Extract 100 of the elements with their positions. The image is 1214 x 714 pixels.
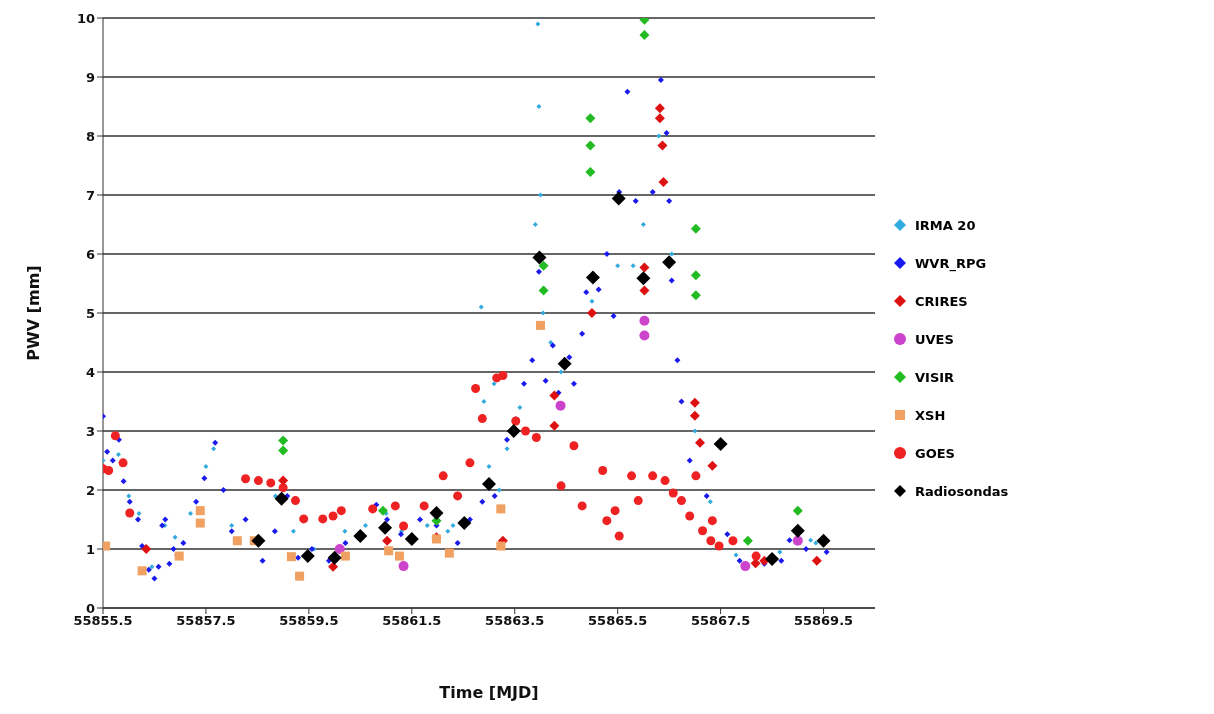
point <box>457 516 472 531</box>
point <box>471 384 481 394</box>
y-tick-label: 1 <box>85 541 95 557</box>
point <box>251 533 266 548</box>
point <box>482 477 496 492</box>
point <box>689 397 700 408</box>
y-tick-label: 4 <box>85 364 95 380</box>
point <box>558 369 564 375</box>
point <box>394 551 404 561</box>
point <box>272 493 278 499</box>
point <box>557 356 572 371</box>
point <box>639 262 650 273</box>
point <box>549 390 560 401</box>
point <box>707 516 717 526</box>
point <box>300 549 315 564</box>
point <box>706 536 716 546</box>
point <box>110 431 120 441</box>
y-tick-label: 7 <box>85 187 95 203</box>
point <box>654 103 665 114</box>
point <box>104 466 114 476</box>
point <box>342 528 348 534</box>
point <box>657 140 668 151</box>
y-tick-label: 0 <box>85 600 95 616</box>
point <box>521 426 531 436</box>
point <box>585 166 596 177</box>
point <box>318 514 328 524</box>
point <box>698 526 708 536</box>
point <box>569 441 579 451</box>
point <box>689 410 700 421</box>
point <box>816 533 831 548</box>
point <box>274 491 289 506</box>
point <box>444 548 454 558</box>
point <box>450 522 456 528</box>
point <box>633 496 643 506</box>
point <box>172 534 178 540</box>
point <box>286 552 296 562</box>
point <box>707 499 713 505</box>
point <box>136 511 142 517</box>
point <box>714 541 724 551</box>
point <box>813 540 819 546</box>
x-tick-label: 55855.5 <box>73 613 133 629</box>
x-axis-title: Time [MJD] <box>439 683 539 702</box>
point <box>540 310 546 316</box>
point <box>536 104 542 109</box>
y-tick-label: 10 <box>76 10 95 26</box>
point <box>808 537 814 543</box>
legend-label: CRIRES <box>915 293 968 309</box>
point <box>353 529 368 544</box>
point <box>491 381 497 387</box>
point <box>496 487 502 493</box>
point <box>537 192 543 198</box>
point <box>531 432 541 442</box>
point <box>691 471 701 481</box>
y-tick-label: 6 <box>85 246 95 262</box>
point <box>742 535 753 546</box>
point <box>232 536 242 546</box>
point <box>751 551 761 561</box>
x-tick-label: 55857.5 <box>176 613 236 629</box>
point <box>658 177 669 188</box>
point <box>334 544 345 554</box>
point <box>328 511 338 521</box>
point <box>137 566 147 576</box>
point <box>496 541 506 551</box>
point <box>676 496 686 506</box>
point <box>187 511 193 517</box>
point <box>792 535 803 546</box>
point <box>465 458 475 468</box>
x-tick-label: 55865.5 <box>588 613 648 629</box>
point <box>707 460 718 471</box>
point <box>506 424 521 438</box>
point <box>602 516 612 526</box>
point <box>585 113 596 124</box>
point <box>295 571 305 581</box>
point <box>589 298 595 304</box>
point <box>368 504 378 514</box>
point <box>662 255 677 270</box>
point <box>327 550 342 565</box>
point <box>690 223 701 234</box>
point <box>481 399 487 404</box>
legend-label: XSH <box>915 407 946 423</box>
point <box>648 471 658 481</box>
point <box>211 446 217 452</box>
point <box>548 340 554 345</box>
point <box>125 508 135 518</box>
point <box>656 133 662 139</box>
point <box>278 483 288 493</box>
point <box>103 541 111 551</box>
point <box>496 504 506 514</box>
point <box>733 552 739 558</box>
point <box>654 113 665 124</box>
point <box>195 506 205 516</box>
point <box>577 501 587 511</box>
point <box>390 501 400 511</box>
point <box>811 555 822 566</box>
point <box>195 518 205 528</box>
point <box>278 445 289 456</box>
legend-label: UVES <box>915 331 954 347</box>
y-axis-title: PWV [mm] <box>23 265 43 361</box>
point <box>504 446 510 452</box>
point <box>384 546 394 556</box>
